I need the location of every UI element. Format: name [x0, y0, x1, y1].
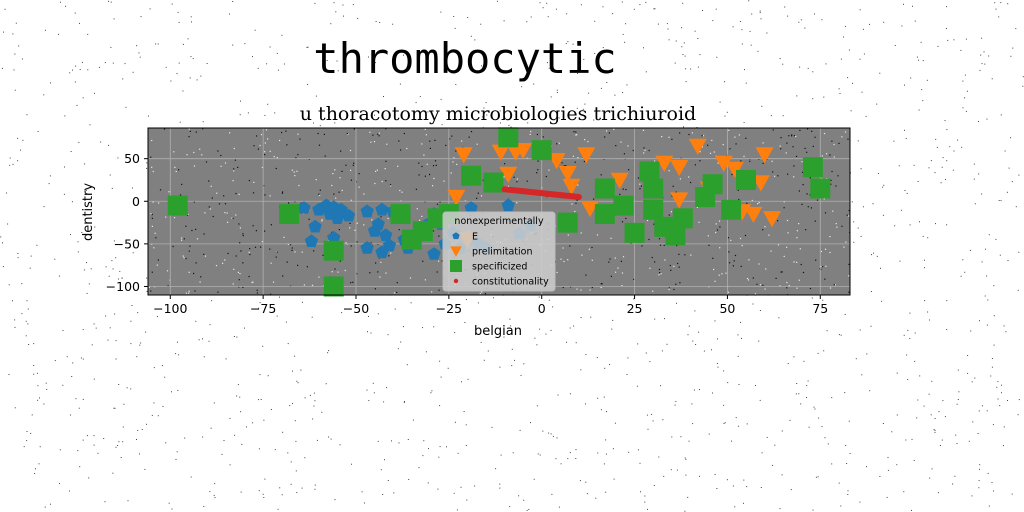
legend-label: prelimitation — [472, 247, 533, 258]
point-prelimitation — [670, 159, 689, 177]
point-prelimitation — [577, 147, 596, 164]
point-E — [297, 201, 311, 214]
point-prelimitation — [655, 155, 674, 172]
legend-title: nonexperimentally — [454, 216, 544, 227]
y-tick-label: −100 — [106, 279, 140, 294]
point-E — [379, 228, 393, 241]
point-specificized — [643, 178, 664, 199]
point-specificized — [594, 204, 615, 225]
x-tick-label: −75 — [250, 301, 276, 316]
point-specificized — [624, 222, 645, 243]
point-prelimitation — [751, 175, 770, 192]
point-specificized — [461, 165, 482, 186]
legend-label: specificized — [472, 262, 527, 273]
point-prelimitation — [447, 189, 466, 207]
point-prelimitation — [499, 166, 518, 184]
point-prelimitation — [744, 206, 763, 224]
legend-label: E — [472, 232, 478, 243]
point-E — [327, 230, 341, 244]
point-specificized — [450, 260, 462, 272]
point-specificized — [721, 199, 742, 220]
point-prelimitation — [450, 246, 462, 257]
point-specificized — [498, 127, 519, 148]
point-prelimitation — [581, 200, 599, 218]
point-E — [304, 234, 319, 247]
point-specificized — [802, 157, 823, 178]
x-tick-label: −100 — [153, 301, 187, 316]
legend-item: constitutionality — [453, 277, 549, 288]
legend-item: prelimitation — [450, 246, 533, 258]
legend-marker — [453, 278, 459, 284]
point-prelimitation — [491, 144, 510, 161]
point-E — [382, 238, 397, 252]
point-E — [360, 204, 374, 218]
point-specificized — [672, 208, 693, 229]
point-E — [375, 202, 389, 216]
point-specificized — [557, 212, 578, 233]
point-E — [501, 198, 515, 212]
y-tick-label: −50 — [114, 236, 140, 251]
point-E — [452, 232, 460, 240]
point-prelimitation — [755, 147, 774, 164]
point-specificized — [665, 225, 686, 246]
y-axis: −100 −50 0 50 — [106, 151, 148, 294]
point-E — [360, 241, 374, 254]
point-specificized — [279, 204, 300, 225]
point-prelimitation — [454, 147, 473, 164]
point-prelimitation — [725, 161, 744, 178]
legend-label: constitutionality — [472, 277, 549, 288]
x-tick-label: 0 — [538, 301, 546, 316]
legend-box — [442, 211, 556, 292]
point-prelimitation — [610, 172, 629, 189]
point-specificized — [736, 169, 756, 190]
point-specificized — [613, 195, 634, 216]
point-specificized — [483, 172, 504, 193]
point-prelimitation — [514, 142, 533, 160]
point-specificized — [167, 195, 188, 216]
line-constitutionality — [501, 186, 582, 200]
point-prelimitation — [670, 192, 689, 209]
chart-subtitle: u thoracotomy microbiologies trichiuroid — [300, 103, 696, 125]
point-E — [308, 219, 322, 233]
x-tick-label: −50 — [343, 301, 369, 316]
x-tick-label: 25 — [627, 301, 643, 316]
point-specificized — [531, 140, 552, 161]
point-E — [341, 208, 356, 222]
point-specificized — [594, 178, 615, 199]
x-tick-label: 75 — [812, 301, 828, 316]
point-specificized — [810, 178, 831, 199]
legend-item: E — [452, 232, 478, 243]
series-constitutionality — [501, 186, 582, 200]
plot-frame — [147, 127, 851, 296]
chart-title: thrombocytic — [313, 34, 616, 83]
y-tick-label: 0 — [132, 194, 140, 209]
x-tick-label: −25 — [436, 301, 462, 316]
point-E — [323, 207, 337, 220]
point-E — [375, 245, 389, 259]
point-prelimitation — [688, 138, 707, 155]
point-specificized — [639, 161, 660, 182]
point-prelimitation — [562, 178, 581, 195]
x-tick-label: 50 — [719, 301, 735, 316]
y-tick-label: 50 — [124, 151, 140, 166]
x-axis-label: belgian — [474, 324, 522, 339]
point-specificized — [323, 240, 344, 261]
point-prelimitation — [763, 211, 781, 228]
y-axis-label: dentistry — [81, 183, 96, 241]
point-specificized — [643, 199, 664, 220]
point-specificized — [702, 174, 723, 195]
point-E — [427, 247, 441, 260]
point-E — [367, 224, 382, 237]
point-prelimitation — [547, 153, 566, 170]
legend-item: specificized — [450, 260, 527, 273]
x-axis: −100 −75 −50 −25 0 25 50 75 — [153, 295, 828, 316]
point-prelimitation — [558, 165, 577, 183]
point-specificized — [390, 204, 411, 225]
point-E — [464, 201, 478, 214]
point-specificized — [323, 276, 344, 297]
point-prelimitation — [714, 155, 733, 172]
